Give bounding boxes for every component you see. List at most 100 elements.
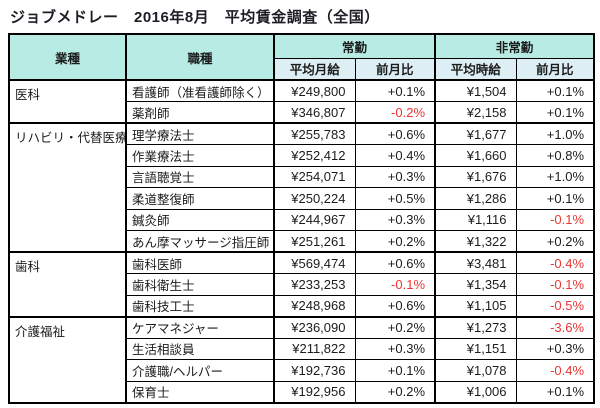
hourly-mom-cell: +0.1% [515,101,595,124]
occupation-cell: あん摩マッサージ指圧師 [125,230,275,253]
table-row: 保育士 ¥192,956 +0.2% ¥1,006 +0.1% [9,380,595,403]
occupation-cell: 言語聴覚士 [125,165,275,188]
monthly-mom-cell: +0.5% [354,187,436,210]
hourly-wage-cell: ¥1,116 [434,208,517,231]
header-avg-monthly: 平均月給 [273,57,356,81]
occupation-cell: 理学療法士 [125,122,275,145]
monthly-mom-cell: +0.2% [354,315,436,339]
table-row: 生活相談員 ¥211,822 +0.3% ¥1,151 +0.3% [9,337,595,360]
monthly-mom-cell: +0.3% [354,208,436,231]
table-row: 言語聴覚士 ¥254,071 +0.3% ¥1,676 +1.0% [9,165,595,188]
occupation-cell: ケアマネジャー [125,315,275,339]
table-row: 作業療法士 ¥252,412 +0.4% ¥1,660 +0.8% [9,144,595,167]
occupation-cell: 生活相談員 [125,337,275,360]
table-row: 医科 看護師（准看護師除く） ¥249,800 +0.1% ¥1,504 +0.… [8,79,595,124]
monthly-mom-cell: +0.6% [354,122,436,145]
table-row: 歯科技工士 ¥248,968 +0.6% ¥1,105 -0.5% [9,294,595,317]
hourly-mom-cell: -0.1% [515,208,595,231]
occupation-cell: 歯科技工士 [125,294,275,317]
monthly-mom-cell: +0.6% [354,251,436,274]
monthly-salary-cell: ¥236,090 [273,315,356,339]
industry-cell: 介護福祉 [8,315,127,403]
monthly-salary-cell: ¥255,783 [273,122,356,145]
monthly-mom-cell: +0.3% [354,165,436,188]
hourly-mom-cell: +1.0% [515,122,595,145]
occupation-cell: 歯科医師 [125,251,275,274]
hourly-wage-cell: ¥1,676 [434,165,517,188]
hourly-wage-cell: ¥2,158 [434,101,517,124]
header-industry: 業種 [8,33,127,81]
hourly-wage-cell: ¥1,273 [434,315,517,339]
table-header: 業種 職種 常勤 非常勤 平均月給 前月比 平均時給 前月比 [8,33,595,81]
occupation-cell: 歯科衛生士 [125,273,275,296]
industry-cell: リハビリ・代替医療 [8,122,127,253]
hourly-mom-cell: +0.1% [515,187,595,210]
occupation-cell: 看護師（准看護師除く） [125,79,275,102]
monthly-mom-cell: +0.2% [354,380,436,403]
monthly-salary-cell: ¥250,224 [273,187,356,210]
hourly-mom-cell: +0.1% [515,380,595,403]
occupation-cell: 介護職/ヘルパー [125,359,275,382]
hourly-mom-cell: -0.4% [515,359,595,382]
header-occupation: 職種 [125,33,275,81]
hourly-mom-cell: +0.8% [515,144,595,167]
header-fulltime: 常勤 [272,33,436,59]
hourly-wage-cell: ¥3,481 [434,251,517,274]
monthly-salary-cell: ¥233,253 [273,273,356,296]
hourly-wage-cell: ¥1,504 [434,79,517,102]
monthly-salary-cell: ¥254,071 [273,165,356,188]
hourly-mom-cell: -0.5% [515,294,595,317]
monthly-salary-cell: ¥248,968 [273,294,356,317]
monthly-salary-cell: ¥569,474 [273,251,356,274]
hourly-mom-cell: -3.6% [515,315,595,339]
table-row: リハビリ・代替医療 理学療法士 ¥255,783 +0.6% ¥1,677 +1… [8,122,595,253]
table-row: 介護福祉 ケアマネジャー ¥236,090 +0.2% ¥1,273 -3.6% [8,315,595,403]
monthly-mom-cell: +0.2% [354,230,436,253]
hourly-mom-cell: +0.3% [515,337,595,360]
hourly-wage-cell: ¥1,354 [434,273,517,296]
table-row: 柔道整復師 ¥250,224 +0.5% ¥1,286 +0.1% [9,187,595,210]
hourly-mom-cell: -0.4% [515,251,595,274]
header-parttime: 非常勤 [434,33,595,59]
industry-cell: 歯科 [8,251,127,317]
occupation-cell: 保育士 [125,380,275,403]
hourly-mom-cell: +0.1% [515,79,595,102]
monthly-salary-cell: ¥192,736 [273,359,356,382]
hourly-mom-cell: +1.0% [515,165,595,188]
header-avg-hourly: 平均時給 [434,57,517,81]
monthly-salary-cell: ¥244,967 [273,208,356,231]
hourly-wage-cell: ¥1,105 [434,294,517,317]
occupation-cell: 柔道整復師 [125,187,275,210]
monthly-salary-cell: ¥249,800 [273,79,356,102]
monthly-mom-cell: +0.6% [354,294,436,317]
hourly-wage-cell: ¥1,677 [434,122,517,145]
occupation-cell: 薬剤師 [125,101,275,124]
header-monthly-mom: 前月比 [354,57,436,81]
table-row: 歯科 歯科医師 ¥569,474 +0.6% ¥3,481 -0.4% [8,251,595,317]
monthly-salary-cell: ¥252,412 [273,144,356,167]
hourly-wage-cell: ¥1,660 [434,144,517,167]
header-hourly-mom: 前月比 [515,57,595,81]
industry-cell: 医科 [8,79,127,124]
monthly-mom-cell: -0.1% [354,273,436,296]
monthly-mom-cell: +0.3% [354,337,436,360]
monthly-mom-cell: -0.2% [354,101,436,124]
monthly-salary-cell: ¥251,261 [273,230,356,253]
monthly-mom-cell: +0.1% [354,79,436,102]
hourly-wage-cell: ¥1,322 [434,230,517,253]
hourly-wage-cell: ¥1,078 [434,359,517,382]
monthly-mom-cell: +0.1% [354,359,436,382]
hourly-wage-cell: ¥1,286 [434,187,517,210]
table-row: 介護職/ヘルパー ¥192,736 +0.1% ¥1,078 -0.4% [9,359,595,382]
monthly-salary-cell: ¥192,956 [273,380,356,403]
header-row-groups: 業種 職種 常勤 非常勤 [8,33,595,81]
monthly-salary-cell: ¥346,807 [273,101,356,124]
hourly-mom-cell: -0.1% [515,273,595,296]
hourly-wage-cell: ¥1,006 [434,380,517,403]
hourly-wage-cell: ¥1,151 [434,337,517,360]
monthly-mom-cell: +0.4% [354,144,436,167]
hourly-mom-cell: +0.2% [515,230,595,253]
occupation-cell: 鍼灸師 [125,208,275,231]
table-body: 医科 看護師（准看護師除く） ¥249,800 +0.1% ¥1,504 +0.… [8,79,595,403]
